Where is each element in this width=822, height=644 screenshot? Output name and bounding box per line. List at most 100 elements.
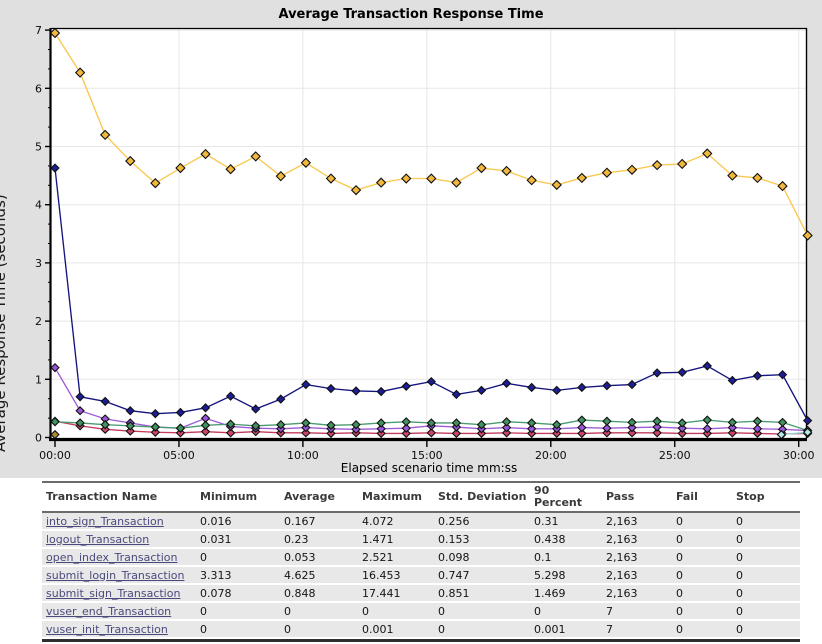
cell-std-deviation: 0.098 <box>434 548 530 567</box>
cell-average: 0.167 <box>280 512 358 531</box>
column-header-stop: Stop <box>732 481 800 513</box>
cell-pass: 2,163 <box>602 566 672 585</box>
cell-90-percent: 0.1 <box>530 548 602 567</box>
cell-stop: 0 <box>732 548 800 567</box>
svg-text:05:00: 05:00 <box>163 449 195 462</box>
table-row: vuser_end_Transaction 0 0 0 0 0 7 0 0 <box>42 602 800 621</box>
column-header-pass: Pass <box>602 481 672 513</box>
cell-fail: 0 <box>672 566 732 585</box>
cell-stop: 0 <box>732 584 800 603</box>
svg-text:6: 6 <box>35 82 42 95</box>
transaction-link[interactable]: open_index_Transaction <box>46 550 178 564</box>
column-header-transaction-name: Transaction Name <box>42 481 196 513</box>
svg-text:20:00: 20:00 <box>535 449 567 462</box>
cell-minimum: 0 <box>196 620 280 639</box>
cell-90-percent: 5.298 <box>530 566 602 585</box>
cell-std-deviation: 0.256 <box>434 512 530 531</box>
cell-90-percent: 0.31 <box>530 512 602 531</box>
cell-std-deviation: 0.153 <box>434 530 530 549</box>
cell-fail: 0 <box>672 548 732 567</box>
column-header-fail: Fail <box>672 481 732 513</box>
column-header-90-percent: 90 Percent <box>530 481 602 513</box>
svg-text:25:00: 25:00 <box>659 449 691 462</box>
cell-maximum: 4.072 <box>358 512 434 531</box>
transaction-link[interactable]: logout_Transaction <box>46 532 150 546</box>
table-row: vuser_init_Transaction 0 0 0.001 0 0.001 7 0 0 <box>42 620 800 639</box>
svg-text:15:00: 15:00 <box>411 449 443 462</box>
cell-maximum: 0.001 <box>358 620 434 639</box>
cell-maximum: 0 <box>358 602 434 621</box>
cell-fail: 0 <box>672 620 732 639</box>
cell-std-deviation: 0 <box>434 602 530 621</box>
cell-transaction-name: submit_login_Transaction <box>42 566 196 585</box>
cell-stop: 0 <box>732 566 800 585</box>
svg-text:1: 1 <box>35 373 42 386</box>
cell-pass: 2,163 <box>602 548 672 567</box>
cell-fail: 0 <box>672 602 732 621</box>
cell-std-deviation: 0 <box>434 620 530 639</box>
cell-average: 0 <box>280 602 358 621</box>
chart-plot: 0 1 2 3 4 5 6 7 00:00 05:00 10:00 15:00 20:00 25:00 30… <box>35 24 815 462</box>
cell-stop: 0 <box>732 512 800 531</box>
cell-average: 0.23 <box>280 530 358 549</box>
table-row: logout_Transaction 0.031 0.23 1.471 0.153 0.4… <box>42 530 800 549</box>
svg-text:30:00: 30:00 <box>783 449 815 462</box>
chart-title: Average Transaction Response Time <box>278 7 544 22</box>
svg-text:10:00: 10:00 <box>287 449 319 462</box>
cell-minimum: 3.313 <box>196 566 280 585</box>
cell-transaction-name: vuser_init_Transaction <box>42 620 196 639</box>
table-row: submit_login_Transaction 3.313 4.625 16.453… <box>42 566 800 585</box>
chart-panel: 0 1 2 3 4 5 6 7 00:00 05:00 10:00 15:00 20:00 25:00 30… <box>0 0 822 478</box>
results-table-wrap: Transaction Name Minimum Average Maximum Std… <box>42 481 800 642</box>
cell-transaction-name: submit_sign_Transaction <box>42 584 196 603</box>
cell-maximum: 17.441 <box>358 584 434 603</box>
svg-text:4: 4 <box>35 199 42 212</box>
cell-average: 0 <box>280 620 358 639</box>
column-header-minimum: Minimum <box>196 481 280 513</box>
transaction-link[interactable]: into_sign_Transaction <box>46 514 164 528</box>
transaction-link[interactable]: vuser_end_Transaction <box>46 604 172 618</box>
table-header: Transaction Name Minimum Average Maximum Std… <box>42 481 800 513</box>
cell-transaction-name: logout_Transaction <box>42 530 196 549</box>
cell-90-percent: 1.469 <box>530 584 602 603</box>
column-header-std-deviation: Std. Deviation <box>434 481 530 513</box>
cell-minimum: 0.078 <box>196 584 280 603</box>
svg-text:2: 2 <box>35 315 42 328</box>
cell-pass: 2,163 <box>602 584 672 603</box>
cell-fail: 0 <box>672 584 732 603</box>
column-header-maximum: Maximum <box>358 481 434 513</box>
cell-std-deviation: 0.851 <box>434 584 530 603</box>
table-row: into_sign_Transaction 0.016 0.167 4.072 0.25… <box>42 512 800 531</box>
cell-90-percent: 0 <box>530 602 602 621</box>
transaction-link[interactable]: submit_login_Transaction <box>46 568 185 582</box>
transaction-link[interactable]: vuser_init_Transaction <box>46 622 168 636</box>
cell-90-percent: 0.001 <box>530 620 602 639</box>
cell-minimum: 0 <box>196 602 280 621</box>
svg-text:00:00: 00:00 <box>39 449 71 462</box>
cell-90-percent: 0.438 <box>530 530 602 549</box>
x-axis-label: Elapsed scenario time mm:ss <box>340 461 518 475</box>
cell-std-deviation: 0.747 <box>434 566 530 585</box>
table-row: submit_sign_Transaction 0.078 0.848 17.441 0… <box>42 584 800 603</box>
cell-maximum: 16.453 <box>358 566 434 585</box>
svg-text:7: 7 <box>35 24 42 37</box>
cell-maximum: 1.471 <box>358 530 434 549</box>
cell-pass: 2,163 <box>602 512 672 531</box>
svg-text:3: 3 <box>35 257 42 270</box>
svg-text:5: 5 <box>35 141 42 154</box>
cell-minimum: 0.016 <box>196 512 280 531</box>
cell-average: 4.625 <box>280 566 358 585</box>
cell-transaction-name: open_index_Transaction <box>42 548 196 567</box>
cell-transaction-name: into_sign_Transaction <box>42 512 196 531</box>
cell-fail: 0 <box>672 530 732 549</box>
cell-pass: 7 <box>602 602 672 621</box>
cell-maximum: 2.521 <box>358 548 434 567</box>
results-table: Transaction Name Minimum Average Maximum Std… <box>42 481 800 639</box>
cell-average: 0.053 <box>280 548 358 567</box>
cell-stop: 0 <box>732 530 800 549</box>
y-axis-label: Average Response Time (seconds) <box>0 194 9 452</box>
cell-stop: 0 <box>732 602 800 621</box>
cell-minimum: 0 <box>196 548 280 567</box>
transaction-link[interactable]: submit_sign_Transaction <box>46 586 181 600</box>
